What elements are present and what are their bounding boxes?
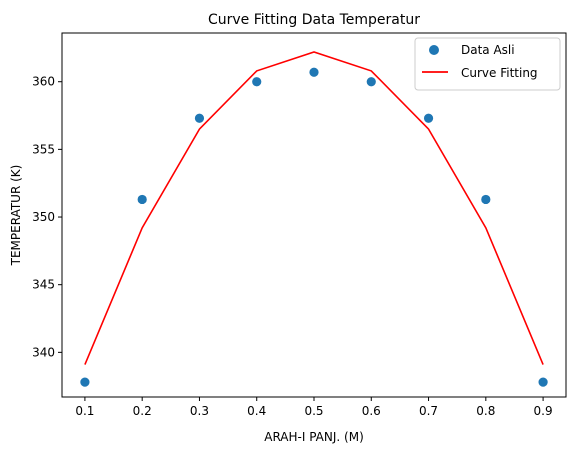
data-asli-point (137, 194, 147, 205)
y-tick-label: 355 (32, 142, 55, 156)
legend-label-curve-fitting: Curve Fitting (461, 66, 538, 80)
x-axis: 0.1 0.2 0.3 0.4 0.5 0.6 0.7 0.8 0.9 (75, 397, 553, 418)
y-tick-label: 350 (32, 210, 55, 224)
data-asli-point (481, 194, 491, 205)
y-axis: 340 345 350 355 360 (32, 75, 62, 359)
y-tick-label: 360 (32, 75, 55, 89)
legend-marker-data-asli (429, 45, 439, 55)
x-axis-label: ARAH-I PANJ. (M) (264, 430, 364, 444)
x-tick-label: 0.7 (419, 404, 438, 418)
curve-fitting-series (84, 51, 544, 365)
data-asli-point (423, 113, 434, 123)
data-asli-point (194, 113, 205, 123)
x-tick-label: 0.4 (247, 404, 266, 418)
x-tick-label: 0.6 (362, 404, 381, 418)
y-axis-label: TEMPERATUR (K) (9, 165, 23, 267)
data-asli-point (538, 377, 548, 387)
x-tick-label: 0.8 (476, 404, 495, 418)
y-tick-label: 340 (32, 345, 55, 359)
plot-area (61, 32, 567, 398)
data-asli-series (80, 67, 548, 387)
chart-title: Curve Fitting Data Temperatur (208, 12, 420, 28)
legend: Data Asli Curve Fitting (414, 37, 561, 91)
legend-box (414, 37, 561, 91)
legend-label-data-asli: Data Asli (461, 43, 515, 57)
data-asli-point (80, 377, 90, 387)
data-asli-point (252, 77, 262, 87)
x-tick-label: 0.3 (190, 404, 209, 418)
y-tick-label: 345 (32, 278, 55, 292)
x-tick-label: 0.9 (534, 404, 553, 418)
data-asli-point (366, 77, 376, 87)
x-tick-label: 0.2 (133, 404, 152, 418)
x-tick-label: 0.5 (304, 404, 323, 418)
data-asli-point (309, 67, 319, 77)
x-tick-label: 0.1 (75, 404, 94, 418)
curve-fitting-line (84, 51, 544, 365)
